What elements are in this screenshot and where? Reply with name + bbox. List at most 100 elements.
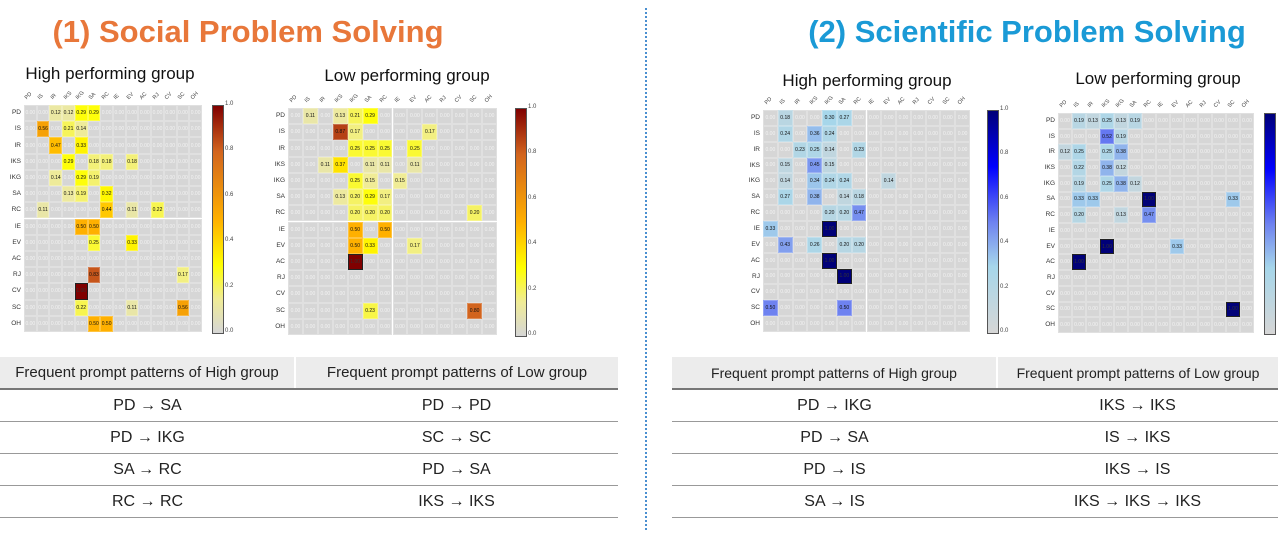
- heatmap-cell: 0.00: [940, 221, 956, 237]
- heatmap-cell: 0.00: [422, 286, 438, 303]
- heatmap-cell: 0.00: [822, 236, 837, 253]
- heatmap-cell: 0.00: [407, 253, 423, 271]
- heatmap-cell: 0.00: [763, 268, 778, 285]
- row-label: IKG: [748, 177, 760, 185]
- row-label: EV: [1046, 242, 1055, 250]
- colorbar-tick-label: 0.6: [1000, 194, 1009, 201]
- heatmap-cell: 0.00: [113, 153, 126, 170]
- heatmap-cell: 0.00: [113, 186, 126, 203]
- heatmap-cell: 0.00: [1184, 254, 1198, 271]
- heatmap-cell: 0.00: [1212, 317, 1226, 333]
- heatmap-cell: 0.00: [347, 270, 363, 287]
- heatmap-cell: 0.33: [362, 237, 378, 254]
- row-label: IE: [753, 224, 760, 232]
- heatmap-cell: 0.00: [347, 286, 363, 303]
- social-high-subtitle: High performing group: [25, 64, 195, 83]
- heatmap-cell: 0.00: [125, 169, 139, 187]
- heatmap-cell: 0.00: [36, 267, 50, 284]
- heatmap-cell: 0.00: [302, 253, 318, 271]
- heatmap-cell: 0.19: [1072, 113, 1086, 129]
- heatmap-cell: 0.00: [302, 286, 318, 303]
- heatmap-cell: 0.00: [1226, 270, 1240, 286]
- heatmap-cell: 0.00: [940, 125, 956, 142]
- heatmap-cell: 0.00: [317, 253, 333, 271]
- heatmap-cell: 0.00: [163, 218, 177, 235]
- heatmap-cell: 0.00: [1114, 238, 1128, 255]
- column-label: RC: [1142, 99, 1153, 109]
- heatmap-cell: 0.00: [302, 140, 318, 157]
- heatmap-cell: 0.00: [392, 108, 408, 125]
- heatmap-cell: 0.00: [1086, 301, 1100, 318]
- heatmap-cell: 0.00: [940, 157, 956, 174]
- heatmap-cell: 0.00: [1212, 175, 1226, 192]
- heatmap-cell: 0.00: [74, 202, 88, 219]
- column-label: AC: [138, 91, 149, 101]
- heatmap-cell: 0.00: [763, 284, 778, 301]
- heatmap-cell: 0.00: [925, 141, 941, 158]
- heatmap-cell: 0.00: [1240, 160, 1254, 176]
- heatmap-cell: 0.00: [925, 300, 941, 317]
- heatmap-cell: 0.00: [482, 302, 497, 319]
- heatmap-cell: 0.00: [437, 156, 453, 173]
- heatmap-cell: 0.00: [24, 250, 37, 268]
- heatmap-cell: 0.00: [1240, 207, 1254, 223]
- heatmap-cell: 0.00: [392, 221, 408, 238]
- heatmap-cell: 0.00: [452, 156, 468, 173]
- heatmap-cell: 0.00: [138, 234, 152, 251]
- heatmap-cell: 0.00: [422, 156, 438, 173]
- heatmap-cell: 0.00: [1184, 144, 1198, 161]
- heatmap-cell: 0.25: [362, 140, 378, 157]
- heatmap-cell: 0.00: [125, 121, 139, 138]
- heatmap-cell: 0.11: [407, 156, 423, 173]
- heatmap-cell: 0.25: [347, 172, 363, 190]
- heatmap-cell: 0.00: [163, 267, 177, 284]
- heatmap-cell: 0.00: [288, 237, 303, 254]
- heatmap-cell: 0.00: [955, 141, 970, 158]
- heatmap-cell: 1.00: [1072, 254, 1086, 271]
- heatmap-cell: 0.00: [302, 172, 318, 190]
- heatmap-cell: 0.14: [881, 173, 897, 190]
- heatmap-cell: 0.17: [422, 124, 438, 141]
- table-row: PD → IKG SC → SC: [0, 421, 618, 454]
- heatmap-cell: 0.00: [1100, 285, 1114, 302]
- heatmap-cell: 0.11: [125, 299, 139, 316]
- heatmap-cell: 0.00: [881, 284, 897, 301]
- heatmap-cell: 0.00: [1212, 160, 1226, 176]
- heatmap-cell: 0.00: [62, 234, 75, 251]
- column-label: SC: [941, 96, 952, 106]
- heatmap-cell: 0.00: [362, 270, 378, 287]
- heatmap-cell: 0.00: [1184, 113, 1198, 129]
- heatmap-cell: 0.00: [467, 270, 483, 287]
- heatmap-cell: 0.00: [1128, 238, 1142, 255]
- table-header: Frequent prompt patterns of High group: [672, 357, 997, 390]
- heatmap-cell: 0.00: [36, 153, 50, 170]
- heatmap-cell: 0.00: [437, 172, 453, 190]
- heatmap-cell: 0.00: [332, 270, 348, 287]
- heatmap-cell: 0.00: [100, 137, 113, 154]
- heatmap-cell: 0.00: [1142, 317, 1156, 333]
- heatmap-cell: 0.00: [1184, 301, 1198, 318]
- heatmap-cell: 0.00: [763, 236, 778, 253]
- heatmap-cell: 0.00: [452, 302, 468, 319]
- heatmap-cell: 0.00: [1170, 254, 1184, 271]
- heatmap-cell: 0.00: [1184, 317, 1198, 333]
- heatmap-cell: 0.00: [836, 252, 852, 269]
- heatmap-cell: 0.00: [36, 218, 50, 235]
- heatmap-cell: 0.00: [437, 205, 453, 222]
- heatmap-cell: 0.00: [1058, 113, 1072, 129]
- row-label: OH: [750, 320, 760, 328]
- heatmap-cell: 0.00: [332, 253, 348, 271]
- heatmap-cell: 0.00: [896, 110, 911, 126]
- heatmap-cell: 0.50: [836, 300, 852, 317]
- heatmap-cell: 0.00: [881, 221, 897, 237]
- row-label: CV: [1045, 289, 1055, 297]
- heatmap-cell: 0.33: [1170, 238, 1184, 255]
- table-cell: SA → IS: [672, 485, 997, 518]
- heatmap-cell: 0.00: [163, 250, 177, 268]
- heatmap-cell: 0.00: [100, 283, 113, 300]
- heatmap-cell: 0.00: [288, 124, 303, 141]
- heatmap-cell: 0.00: [1142, 223, 1156, 239]
- heatmap-cell: 0.00: [925, 284, 941, 301]
- heatmap-cell: 0.00: [437, 108, 453, 125]
- heatmap-cell: 0.00: [452, 237, 468, 254]
